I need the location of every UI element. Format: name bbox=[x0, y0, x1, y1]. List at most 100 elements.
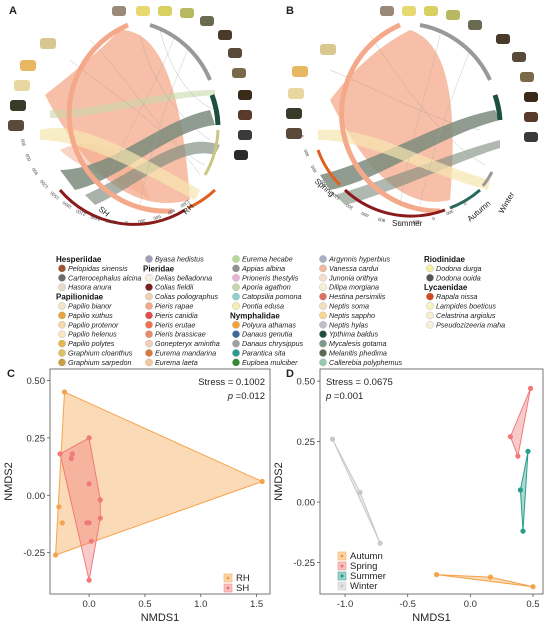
x-tick-label: 1.5 bbox=[250, 599, 263, 610]
legend-species-label: Byasa hedistus bbox=[155, 255, 204, 264]
legend-key-dot bbox=[226, 576, 230, 580]
y-tick-label: 0.00 bbox=[27, 491, 46, 502]
x-axis-title: NMDS1 bbox=[141, 612, 180, 624]
butterfly-icon bbox=[288, 88, 304, 99]
group-hull-winter bbox=[332, 438, 381, 544]
legend-family-label: Papilionidae bbox=[56, 293, 104, 302]
ring-segment bbox=[339, 22, 441, 214]
butterfly-icon bbox=[232, 68, 246, 78]
butterfly-icon bbox=[512, 52, 526, 62]
ring-number: 1500 bbox=[49, 190, 60, 201]
data-point-autumn bbox=[433, 572, 440, 578]
legend-species-label: Hasora anura bbox=[68, 283, 112, 292]
legend-species-label: Colias poliographus bbox=[155, 292, 219, 301]
butterfly-icon bbox=[158, 6, 172, 16]
legend-species-label: Ypthima baldus bbox=[329, 330, 379, 339]
x-tick-label: -1.0 bbox=[337, 599, 353, 610]
legend-species-label: Pieris erutae bbox=[155, 320, 195, 329]
legend-species-label: Papilio polytes bbox=[68, 339, 115, 348]
legend-species-label: Dodona durga bbox=[436, 264, 482, 273]
x-tick-label: 1.0 bbox=[194, 599, 207, 610]
group-label-winter: Winter bbox=[497, 190, 517, 215]
chord-yellow bbox=[40, 128, 200, 200]
butterfly-icon bbox=[234, 150, 248, 160]
legend-swatch bbox=[145, 302, 153, 310]
data-point-sh bbox=[86, 577, 92, 583]
legend-species-label: Gonepteryx amintha bbox=[155, 339, 220, 348]
legend-swatch bbox=[426, 274, 434, 282]
data-point-rh bbox=[59, 520, 65, 526]
legend-species-label: Pontia edusa bbox=[242, 302, 284, 311]
legend-swatch bbox=[232, 264, 240, 273]
butterfly-icon bbox=[238, 90, 252, 100]
data-point-summer bbox=[520, 528, 526, 534]
x-axis-title: NMDS1 bbox=[412, 612, 451, 624]
chord-line bbox=[399, 34, 441, 206]
legend-species-label: Mycalesis gotama bbox=[329, 339, 387, 348]
ring-segment bbox=[419, 23, 492, 81]
legend-swatch bbox=[58, 264, 66, 273]
chord-line bbox=[139, 34, 211, 141]
group-label-summer: Summer bbox=[392, 219, 423, 228]
butterfly-icon bbox=[112, 6, 126, 16]
ring-number: 600 bbox=[310, 164, 318, 173]
legend-swatch bbox=[58, 321, 66, 329]
chord-grey bbox=[60, 110, 215, 190]
y-tick-label: -0.25 bbox=[293, 558, 315, 569]
butterfly-icon bbox=[424, 6, 438, 16]
legend-label-winter: Winter bbox=[350, 581, 377, 592]
ring-number: 0 bbox=[462, 201, 467, 207]
ring-number: 1200 bbox=[39, 178, 50, 189]
legend-swatch bbox=[58, 283, 66, 291]
chord-line bbox=[69, 59, 201, 176]
group-arc-rh bbox=[187, 188, 217, 210]
legend-species-label: Dodona ouida bbox=[436, 273, 481, 282]
legend-swatch bbox=[58, 339, 66, 348]
legend-species-label: Neptis hylas bbox=[329, 320, 369, 329]
legend-family-label: Pieridae bbox=[143, 264, 175, 273]
ring-number: 0 bbox=[125, 220, 128, 225]
legend-species-label: Vanessa cardui bbox=[329, 264, 379, 273]
ring-number: 300 bbox=[345, 202, 354, 210]
legend-species-label: Colias fieldii bbox=[155, 283, 194, 292]
group-hull-autumn bbox=[436, 574, 534, 588]
legend-swatch bbox=[145, 330, 153, 338]
legend-swatch bbox=[319, 321, 327, 329]
butterfly-icon bbox=[10, 100, 26, 111]
ring-number: 900 bbox=[31, 166, 39, 175]
legend-species-label: Graphium cloanthus bbox=[68, 349, 133, 358]
legend-species-label: Aporia agathon bbox=[241, 283, 291, 292]
y-tick-label: 0.25 bbox=[297, 437, 316, 448]
legend-species-label: Melanitis phedima bbox=[329, 349, 387, 358]
legend-species-label: Papilio helenus bbox=[68, 330, 117, 339]
nmds-plot-c: 0.0 0.5 1.0 1.5 0.50 0.25 0.00 -0.25 NMDS1 NMDS2 S… bbox=[3, 368, 271, 624]
data-point-autumn bbox=[487, 574, 493, 580]
butterfly-icon bbox=[524, 92, 538, 102]
legend-species-label: Pseudozizeeria maha bbox=[436, 320, 505, 329]
legend-swatch bbox=[232, 283, 240, 291]
butterfly-icon bbox=[524, 132, 538, 142]
legend-swatch bbox=[145, 321, 153, 329]
legend-species-label: Callerebia polyphemus bbox=[329, 358, 403, 367]
butterfly-icon bbox=[286, 128, 302, 139]
legend-key-dot bbox=[226, 586, 230, 590]
legend-species-label: Argynnis hyperbius bbox=[328, 255, 391, 264]
legend-species-label: Papilio protenor bbox=[68, 320, 119, 329]
chord-line bbox=[139, 44, 191, 206]
ring-number: 600 bbox=[24, 152, 32, 161]
x-tick-label: 0.0 bbox=[82, 599, 95, 610]
legend-swatch bbox=[145, 349, 153, 357]
panel-letter-a: A bbox=[9, 5, 17, 17]
legend-species-label: Dilipa morgiana bbox=[329, 283, 379, 292]
butterfly-icon bbox=[496, 34, 510, 44]
p-value-label: p =0.001 bbox=[325, 391, 363, 402]
legend-swatch bbox=[319, 274, 327, 282]
stress-label: Stress = 0.1002 bbox=[198, 377, 265, 388]
butterfly-icon bbox=[446, 10, 460, 20]
ring-number: 300 bbox=[303, 148, 310, 157]
legend-swatch bbox=[232, 321, 240, 329]
ring-number: 1200 bbox=[330, 190, 341, 201]
data-point-sh bbox=[97, 515, 103, 521]
legend-swatch bbox=[426, 311, 434, 320]
butterfly-icon bbox=[286, 108, 302, 119]
